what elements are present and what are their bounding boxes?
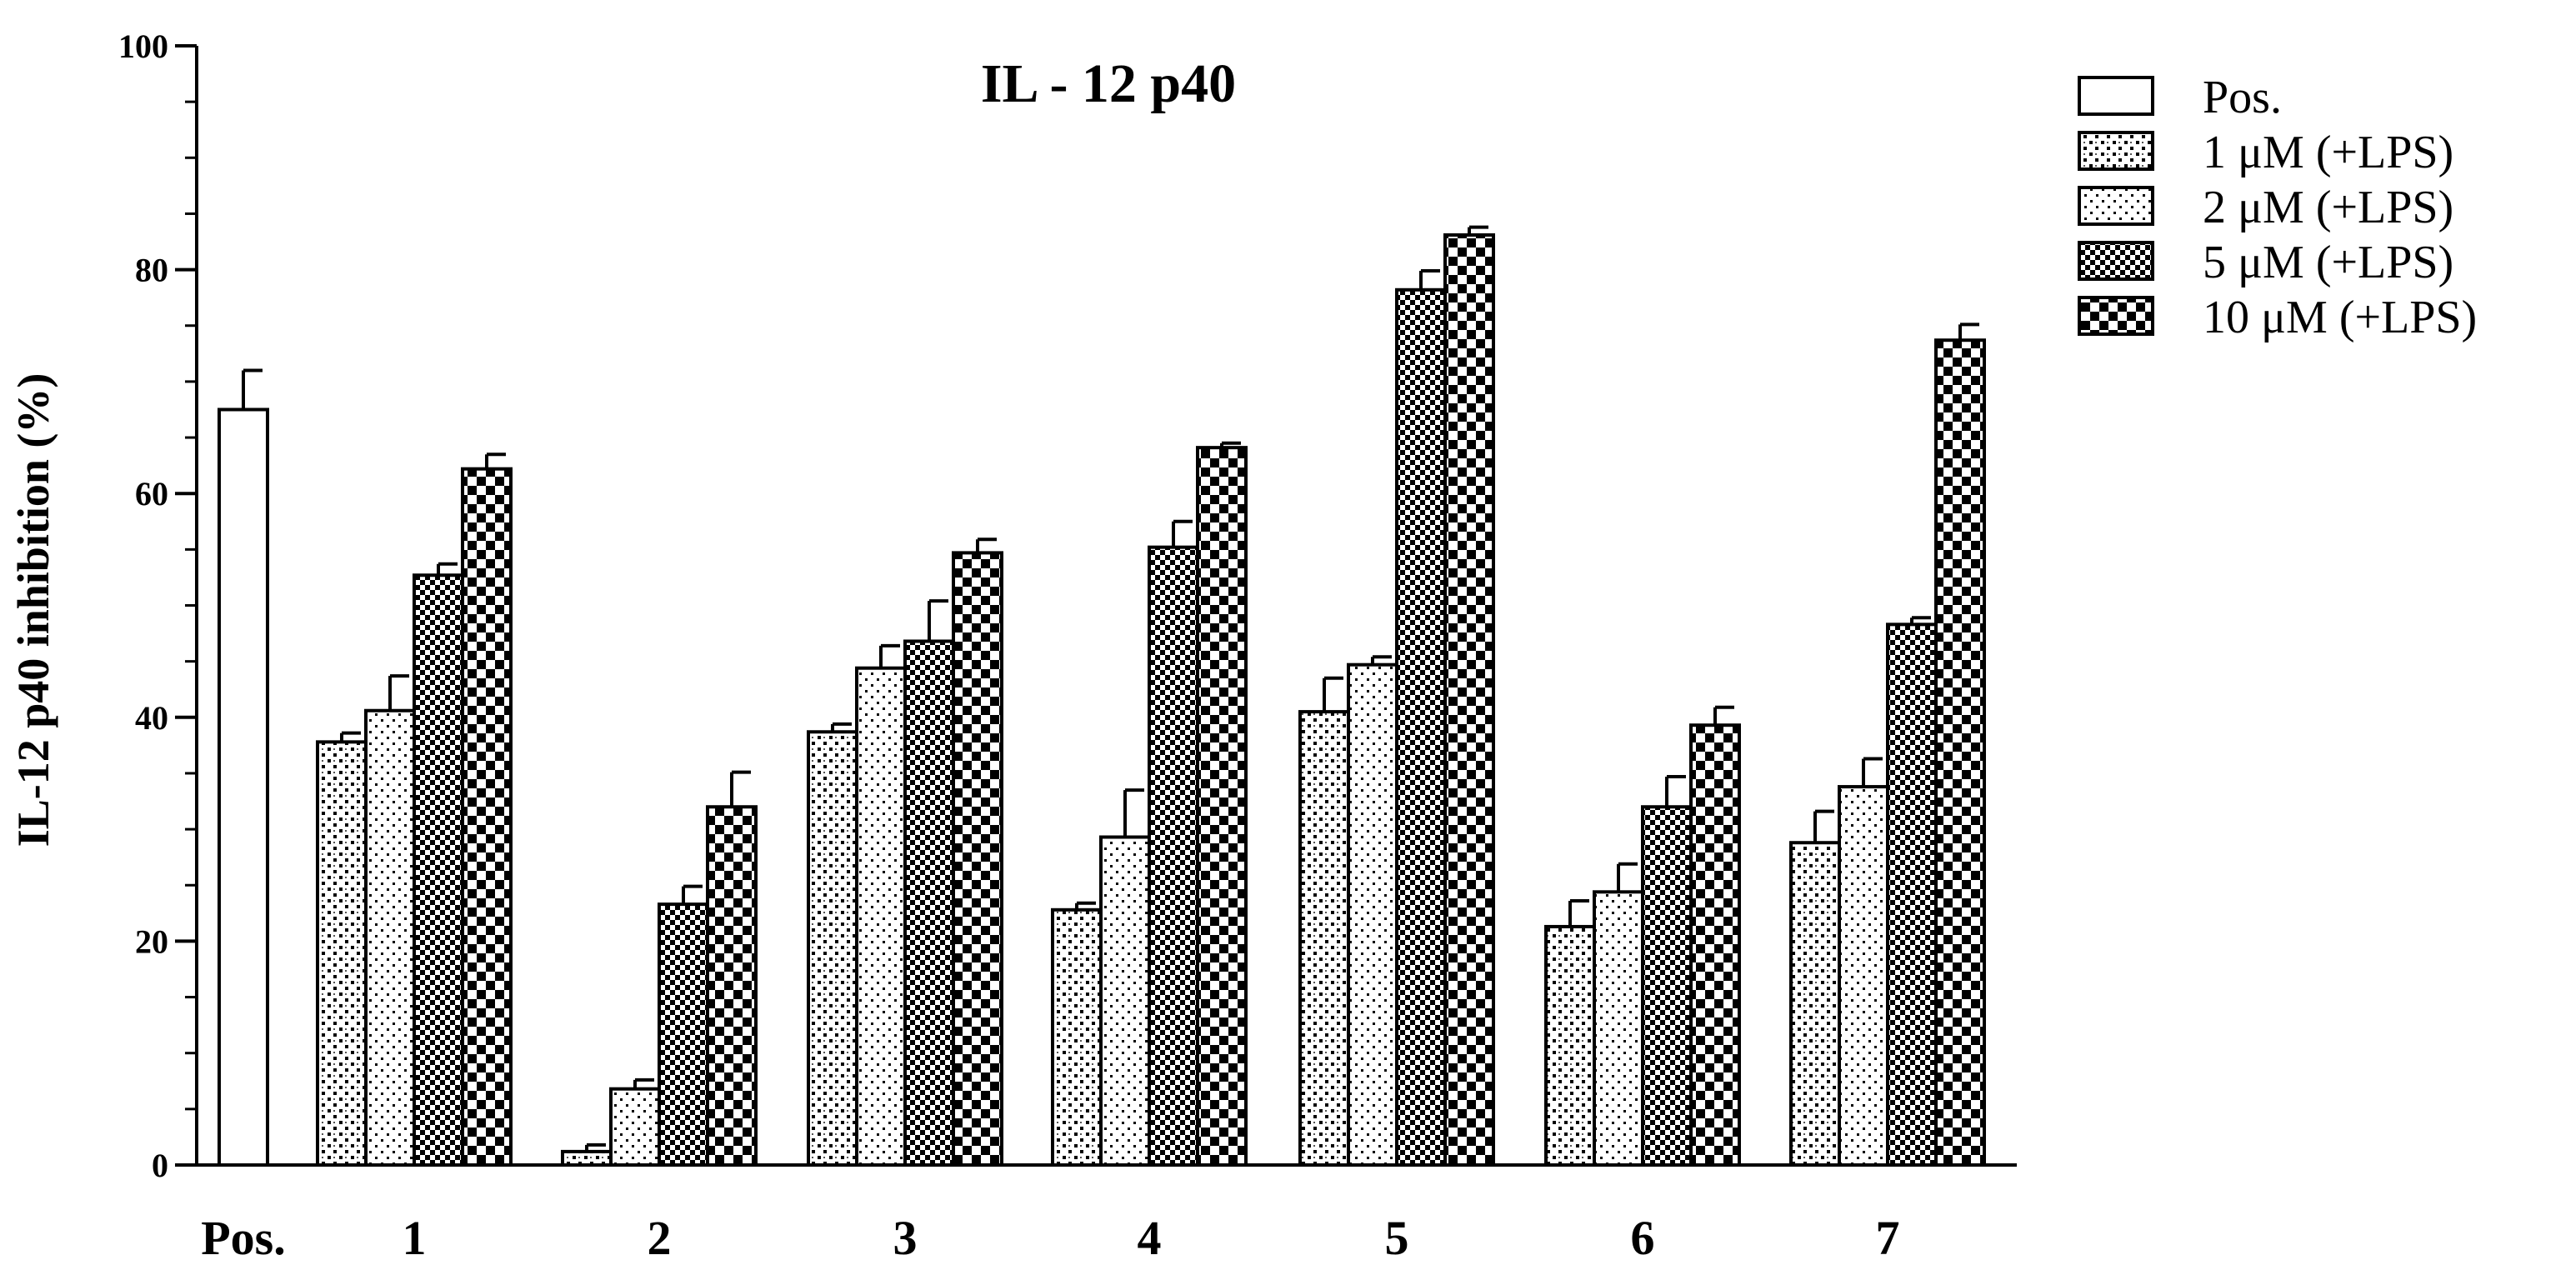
x-tick-label: Pos.	[201, 1211, 286, 1265]
bar	[1886, 622, 1938, 1167]
error-bar	[485, 452, 506, 469]
error-bar	[1419, 268, 1440, 290]
legend-label: 1 μM (+LPS)	[2203, 127, 2453, 178]
error-bar	[1123, 788, 1144, 838]
error-bar	[1910, 616, 1931, 625]
legend-swatch	[2078, 76, 2154, 116]
bar	[1298, 710, 1350, 1167]
bar	[316, 740, 368, 1167]
error-bar	[1713, 705, 1734, 726]
bar	[1689, 723, 1741, 1167]
error-bar	[1172, 519, 1193, 548]
legend-label: 10 μM (+LPS)	[2203, 292, 2477, 343]
error-bar	[682, 884, 703, 905]
error-bar	[388, 674, 409, 711]
y-tick-label: 40	[135, 699, 168, 737]
error-bar	[1665, 774, 1686, 808]
bar	[413, 573, 464, 1167]
y-tick-label: 0	[152, 1147, 168, 1184]
error-bar	[585, 1142, 606, 1152]
bar	[1051, 908, 1103, 1168]
error-bar	[1568, 899, 1589, 927]
x-tick-label: 1	[403, 1211, 427, 1265]
x-tick-label: 4	[1138, 1211, 1162, 1265]
bar	[1593, 890, 1644, 1167]
bar	[903, 639, 955, 1167]
error-bar	[340, 731, 361, 742]
error-bar	[879, 643, 900, 668]
bar	[952, 551, 1003, 1167]
bar	[1099, 835, 1151, 1167]
bar	[1641, 805, 1693, 1167]
bar	[658, 902, 709, 1168]
bar	[1395, 288, 1447, 1167]
y-tick-label: 20	[135, 922, 168, 960]
error-bar	[928, 599, 948, 642]
bar	[561, 1149, 613, 1168]
bar	[1544, 924, 1596, 1168]
y-tick-label: 100	[118, 28, 168, 65]
legend-swatch	[2078, 241, 2154, 281]
legend: Pos.1 μM (+LPS)2 μM (+LPS)5 μM (+LPS)10 …	[2078, 72, 2477, 343]
legend-label: 2 μM (+LPS)	[2203, 182, 2453, 233]
bar	[1789, 841, 1841, 1167]
error-bar	[1371, 655, 1392, 665]
legend-swatch	[2078, 296, 2154, 336]
legend-label: 5 μM (+LPS)	[2203, 237, 2453, 288]
error-bar	[1958, 322, 1979, 341]
bar	[1443, 232, 1495, 1167]
x-tick-label: 3	[893, 1211, 918, 1265]
y-tick-label: 60	[135, 475, 168, 512]
error-bar	[1220, 441, 1241, 448]
error-bar	[1617, 862, 1638, 892]
bar	[1196, 446, 1248, 1167]
error-bar	[831, 722, 852, 732]
legend-swatch	[2078, 186, 2154, 226]
error-bar	[1813, 809, 1834, 843]
error-bar	[1323, 676, 1343, 712]
bar	[1347, 662, 1398, 1167]
x-tick-label: 7	[1876, 1211, 1900, 1265]
error-bar	[242, 368, 263, 410]
error-bar	[1862, 757, 1883, 788]
error-bar	[730, 770, 751, 808]
error-bar	[1468, 225, 1488, 235]
y-tick-label: 80	[135, 252, 168, 289]
bar	[1838, 785, 1889, 1167]
bar	[807, 730, 858, 1167]
bar	[1934, 338, 1986, 1168]
error-bar	[633, 1078, 654, 1089]
bar	[855, 666, 907, 1167]
bar	[1148, 545, 1199, 1167]
bar	[609, 1087, 661, 1168]
error-bar	[976, 538, 997, 553]
bar	[218, 408, 269, 1168]
bar	[364, 708, 416, 1167]
x-tick-label: 5	[1385, 1211, 1409, 1265]
y-axis-label: IL-12 p40 inhibition (%)	[8, 373, 58, 848]
bar	[461, 467, 513, 1167]
error-bar	[437, 562, 458, 576]
legend-swatch	[2078, 131, 2154, 171]
x-tick-label: 6	[1631, 1211, 1655, 1265]
legend-label: Pos.	[2203, 72, 2282, 123]
bar	[706, 805, 758, 1167]
chart-title: IL - 12 p40	[981, 53, 1236, 114]
error-bar	[1075, 901, 1096, 910]
bars-group	[218, 225, 1986, 1168]
x-tick-label: 2	[648, 1211, 672, 1265]
